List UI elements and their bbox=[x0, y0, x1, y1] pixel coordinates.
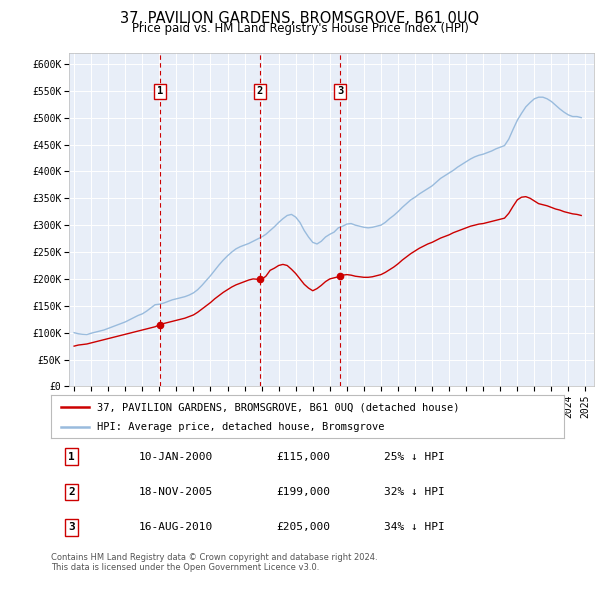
Text: 37, PAVILION GARDENS, BROMSGROVE, B61 0UQ (detached house): 37, PAVILION GARDENS, BROMSGROVE, B61 0U… bbox=[97, 402, 460, 412]
Text: This data is licensed under the Open Government Licence v3.0.: This data is licensed under the Open Gov… bbox=[51, 563, 319, 572]
Text: £205,000: £205,000 bbox=[277, 523, 331, 532]
Text: 10-JAN-2000: 10-JAN-2000 bbox=[138, 452, 212, 461]
Text: 18-NOV-2005: 18-NOV-2005 bbox=[138, 487, 212, 497]
Text: 3: 3 bbox=[337, 87, 343, 96]
Text: £115,000: £115,000 bbox=[277, 452, 331, 461]
Text: HPI: Average price, detached house, Bromsgrove: HPI: Average price, detached house, Brom… bbox=[97, 422, 385, 432]
Text: 16-AUG-2010: 16-AUG-2010 bbox=[138, 523, 212, 532]
Text: 2: 2 bbox=[257, 87, 263, 96]
Text: 25% ↓ HPI: 25% ↓ HPI bbox=[385, 452, 445, 461]
Text: Contains HM Land Registry data © Crown copyright and database right 2024.: Contains HM Land Registry data © Crown c… bbox=[51, 553, 377, 562]
Text: 37, PAVILION GARDENS, BROMSGROVE, B61 0UQ: 37, PAVILION GARDENS, BROMSGROVE, B61 0U… bbox=[121, 11, 479, 25]
Text: 32% ↓ HPI: 32% ↓ HPI bbox=[385, 487, 445, 497]
Text: 1: 1 bbox=[157, 87, 163, 96]
Text: 3: 3 bbox=[68, 523, 75, 532]
Text: Price paid vs. HM Land Registry's House Price Index (HPI): Price paid vs. HM Land Registry's House … bbox=[131, 22, 469, 35]
Text: 2: 2 bbox=[68, 487, 75, 497]
Text: 34% ↓ HPI: 34% ↓ HPI bbox=[385, 523, 445, 532]
Text: 1: 1 bbox=[68, 452, 75, 461]
Text: £199,000: £199,000 bbox=[277, 487, 331, 497]
